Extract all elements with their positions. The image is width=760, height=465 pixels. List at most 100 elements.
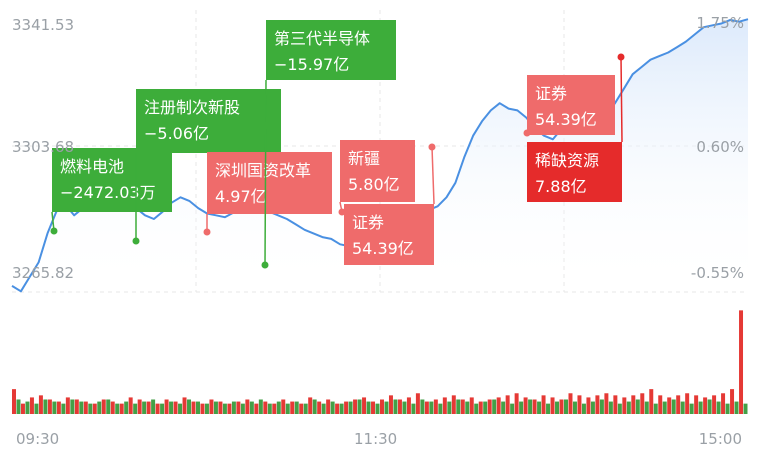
volume-bar-down bbox=[572, 401, 577, 414]
volume-bar-up bbox=[155, 403, 160, 414]
volume-bar-up bbox=[649, 389, 654, 414]
volume-bar-down bbox=[276, 401, 281, 414]
volume-bar-up bbox=[65, 397, 70, 414]
annotation-box bbox=[527, 75, 615, 135]
volume-bar-up bbox=[254, 403, 259, 414]
volume-bar-down bbox=[608, 401, 613, 414]
volume-bar-up bbox=[191, 401, 196, 414]
volume-bar-down bbox=[429, 401, 434, 414]
annotation-name: 新疆 bbox=[348, 149, 380, 168]
volume-bar-down bbox=[106, 399, 111, 414]
annotation-value: 5.80亿 bbox=[348, 175, 400, 194]
volume-bar-up bbox=[514, 393, 519, 414]
volume-bar-down bbox=[653, 403, 658, 414]
annotation-tag: 第三代半导体 −15.97亿 bbox=[261, 20, 396, 269]
annotation-tag: 深圳国资改革 4.97亿 bbox=[203, 152, 332, 236]
volume-bar-up bbox=[263, 401, 268, 414]
volume-bar-up bbox=[505, 395, 510, 414]
volume-bar-down bbox=[25, 401, 30, 414]
annotation-stem bbox=[431, 146, 435, 205]
volume-bar-down bbox=[483, 401, 488, 414]
volume-bar-up bbox=[577, 395, 582, 414]
annotation-box bbox=[266, 20, 396, 80]
volume-bar-down bbox=[213, 401, 218, 414]
volume-bar-up bbox=[469, 397, 474, 414]
volume-bar-up bbox=[236, 401, 241, 414]
x-tick-0930: 09:30 bbox=[16, 430, 59, 448]
volume-bar-down bbox=[357, 399, 362, 414]
volume-bar-down bbox=[330, 401, 335, 414]
annotation-name: 第三代半导体 bbox=[274, 29, 370, 48]
volume-bar-down bbox=[680, 401, 685, 414]
annotation-value: 54.39亿 bbox=[535, 110, 597, 129]
volume-bar-up bbox=[613, 395, 618, 414]
volume-bar-down bbox=[537, 401, 542, 414]
volume-bar-up bbox=[721, 393, 726, 414]
right-axis-label-mid: 0.60% bbox=[696, 138, 744, 156]
volume-bar-up bbox=[272, 403, 277, 414]
volume-bar-up bbox=[137, 399, 142, 414]
volume-bar-up bbox=[568, 393, 573, 414]
annotation-box bbox=[344, 204, 434, 265]
volume-bar-up bbox=[523, 397, 528, 414]
annotation-name: 稀缺资源 bbox=[535, 151, 599, 170]
volume-bar-down bbox=[142, 401, 147, 414]
volume-bar-up bbox=[415, 393, 420, 414]
volume-bar-up bbox=[12, 389, 16, 414]
volume-bar-up bbox=[20, 403, 25, 414]
annotation-tag: 注册制次新股 −5.06亿 bbox=[132, 89, 281, 245]
volume-bar-up bbox=[442, 397, 447, 414]
volume-bar-down bbox=[79, 401, 84, 414]
volume-bar-down bbox=[115, 403, 120, 414]
volume-bar-up bbox=[182, 397, 187, 414]
volume-bar-down bbox=[581, 403, 586, 414]
annotation-tag: 证券 54.39亿 bbox=[523, 75, 615, 137]
volume-bar-down bbox=[519, 401, 524, 414]
volume-bar-up bbox=[245, 399, 250, 414]
volume-bar-up bbox=[101, 399, 106, 414]
volume-bar-up bbox=[586, 397, 591, 414]
volume-bar-up bbox=[128, 397, 133, 414]
volume-bar-down bbox=[411, 403, 416, 414]
annotation-stem bbox=[620, 56, 623, 143]
volume-bar-up bbox=[541, 395, 546, 414]
volume-bar-down bbox=[492, 399, 497, 414]
volume-bar-up bbox=[326, 399, 331, 414]
volume-bar-down bbox=[402, 401, 407, 414]
volume-bar-up bbox=[74, 399, 79, 414]
volume-bar-up bbox=[164, 399, 169, 414]
volume-bar-down bbox=[447, 401, 452, 414]
volume-bar-down bbox=[133, 403, 138, 414]
volume-bar-down bbox=[303, 403, 308, 414]
volume-bar-up bbox=[388, 395, 393, 414]
volume-bars bbox=[12, 310, 748, 414]
volume-bar-down bbox=[88, 403, 93, 414]
annotation-box bbox=[340, 140, 415, 202]
annotation-box bbox=[527, 142, 622, 202]
volume-bar-up bbox=[92, 403, 97, 414]
volume-bar-down bbox=[662, 401, 667, 414]
volume-bar-down bbox=[599, 399, 604, 414]
volume-bar-down bbox=[420, 399, 425, 414]
annotation-point bbox=[338, 208, 346, 216]
annotation-tag: 燃料电池 −2472.03万 bbox=[50, 148, 172, 235]
annotation-point bbox=[50, 227, 58, 235]
volume-bar-up bbox=[397, 399, 402, 414]
volume-bar-down bbox=[590, 401, 595, 414]
annotation-value: −5.06亿 bbox=[144, 124, 209, 143]
volume-bar-up bbox=[631, 395, 636, 414]
volume-bar-down bbox=[348, 401, 353, 414]
annotation-box bbox=[136, 89, 281, 153]
volume-bar-down bbox=[725, 403, 730, 414]
volume-bar-down bbox=[97, 401, 102, 414]
volume-bar-down bbox=[187, 399, 192, 414]
annotation-value: 54.39亿 bbox=[352, 239, 414, 258]
volume-bar-down bbox=[546, 403, 551, 414]
left-axis-label-top: 3341.53 bbox=[12, 16, 74, 34]
volume-bar-down bbox=[743, 403, 748, 414]
volume-bar-down bbox=[707, 399, 712, 414]
volume-bar-up bbox=[703, 397, 708, 414]
volume-bar-up bbox=[83, 401, 88, 414]
annotation-box bbox=[207, 152, 332, 214]
